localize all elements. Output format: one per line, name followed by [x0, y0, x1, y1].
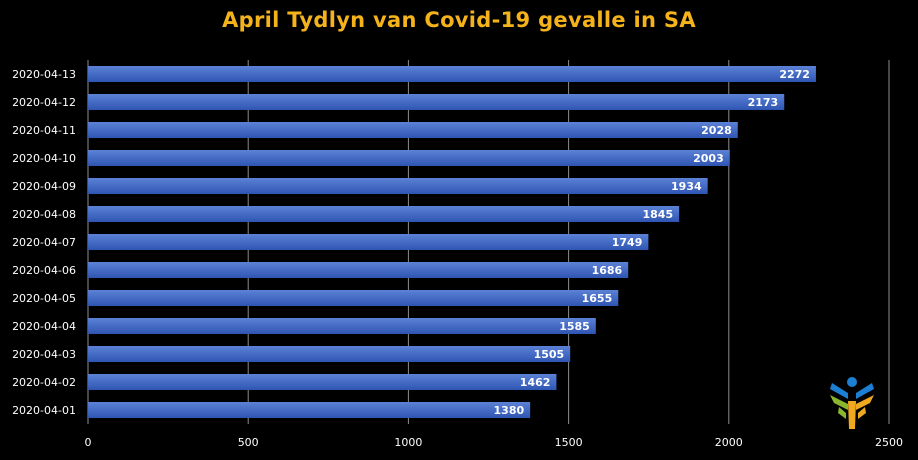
people-tree-logo-icon	[830, 377, 874, 429]
y-axis-tick-labels: 2020-04-13 2020-04-12 2020-04-11 2020-04-10…	[12, 68, 76, 417]
bar	[88, 66, 816, 82]
x-tick-label: 1500	[555, 436, 583, 449]
bar	[88, 234, 649, 250]
y-tick-label: 2020-04-07	[12, 236, 76, 249]
bar	[88, 94, 785, 110]
bar	[88, 206, 680, 222]
y-tick-label: 2020-04-12	[12, 96, 76, 109]
bar-value-label: 2173	[748, 96, 779, 109]
chart-title: April Tydlyn van Covid-19 gevalle in SA	[222, 8, 696, 32]
bar	[88, 150, 730, 166]
bar-value-label: 1505	[534, 348, 565, 361]
bar	[88, 178, 708, 194]
bar	[88, 318, 596, 334]
bar-value-label: 1749	[612, 236, 643, 249]
bars	[88, 66, 816, 418]
bar-value-label: 2003	[693, 152, 724, 165]
bar-value-label: 1655	[582, 292, 613, 305]
bar-value-label: 1934	[671, 180, 702, 193]
bar	[88, 290, 619, 306]
bar-value-label: 1585	[559, 320, 590, 333]
value-labels: 2272 2173 2028 2003 1934 1845 1749 1686 1655 1585…	[494, 68, 810, 417]
bar-value-label: 2028	[701, 124, 732, 137]
y-tick-label: 2020-04-11	[12, 124, 76, 137]
bar	[88, 402, 531, 418]
x-tick-label: 2500	[875, 436, 903, 449]
x-axis-tick-labels: 0 500 1000 1500 2000 2500	[85, 436, 904, 449]
x-tick-label: 500	[238, 436, 259, 449]
y-tick-label: 2020-04-04	[12, 320, 76, 333]
bar-value-label: 1462	[520, 376, 551, 389]
y-tick-label: 2020-04-02	[12, 376, 76, 389]
y-tick-label: 2020-04-10	[12, 152, 76, 165]
bar	[88, 374, 557, 390]
bar-value-label: 1380	[494, 404, 525, 417]
x-tick-label: 1000	[394, 436, 422, 449]
bar	[88, 262, 629, 278]
y-tick-label: 2020-04-08	[12, 208, 76, 221]
y-tick-label: 2020-04-01	[12, 404, 76, 417]
y-tick-label: 2020-04-06	[12, 264, 76, 277]
bar	[88, 346, 571, 362]
y-tick-label: 2020-04-09	[12, 180, 76, 193]
bar-value-label: 1686	[592, 264, 623, 277]
bar	[88, 122, 738, 138]
bar-value-label: 2272	[779, 68, 810, 81]
y-tick-label: 2020-04-13	[12, 68, 76, 81]
bar-value-label: 1845	[643, 208, 674, 221]
x-tick-label: 0	[85, 436, 92, 449]
y-tick-label: 2020-04-03	[12, 348, 76, 361]
x-tick-label: 2000	[715, 436, 743, 449]
y-tick-label: 2020-04-05	[12, 292, 76, 305]
